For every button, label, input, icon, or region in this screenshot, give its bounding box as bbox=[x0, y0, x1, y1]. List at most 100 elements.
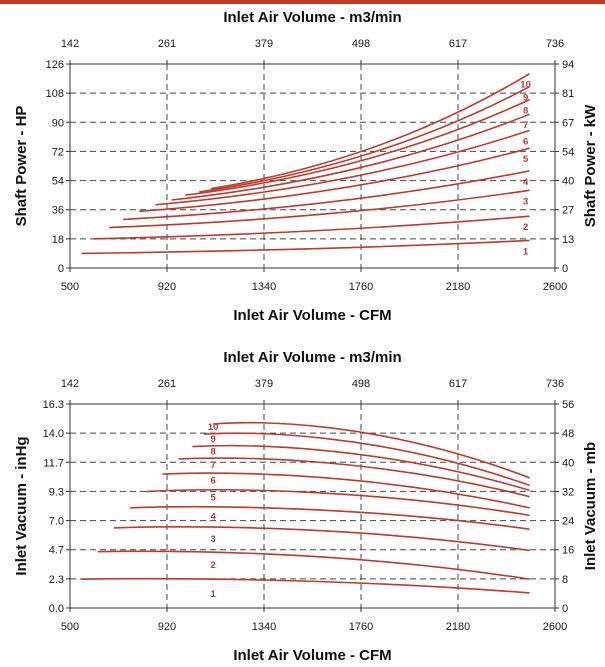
top-axis-tick-label: 617 bbox=[449, 38, 467, 50]
x-tick-label: 1340 bbox=[252, 281, 276, 293]
top-axis-tick-label: 379 bbox=[255, 38, 273, 50]
chart-2: 5001429202611340379176049821806172600736… bbox=[13, 349, 599, 664]
series-line-4 bbox=[130, 506, 530, 530]
y2-tick-label: 54 bbox=[562, 146, 574, 158]
series-line-8 bbox=[185, 98, 530, 196]
y2-tick-label: 0 bbox=[562, 603, 568, 615]
series-label-5: 5 bbox=[523, 154, 529, 165]
series-line-6 bbox=[162, 472, 530, 509]
y-tick-label: 126 bbox=[46, 59, 64, 71]
series-line-5 bbox=[146, 489, 530, 517]
series-label-5: 5 bbox=[211, 493, 217, 504]
y-tick-label: 11.7 bbox=[43, 457, 64, 469]
y2-tick-label: 13 bbox=[562, 234, 574, 246]
top-axis-tick-label: 379 bbox=[255, 378, 273, 390]
series-line-6 bbox=[155, 129, 530, 206]
top-axis-tick-label: 498 bbox=[352, 38, 370, 50]
y-tick-label: 0.0 bbox=[49, 603, 64, 615]
y-tick-label: 14.0 bbox=[43, 428, 64, 440]
y-tick-label: 0 bbox=[58, 263, 64, 275]
y2-axis-title: Shaft Power - kW bbox=[582, 104, 599, 227]
x-tick-label: 500 bbox=[61, 621, 79, 633]
series-label-6: 6 bbox=[211, 476, 216, 487]
y2-tick-label: 94 bbox=[562, 59, 574, 71]
series-label-8: 8 bbox=[523, 106, 528, 117]
x-tick-label: 2600 bbox=[543, 621, 567, 633]
y2-tick-label: 48 bbox=[562, 428, 574, 440]
series-label-6: 6 bbox=[523, 136, 528, 147]
top-axis-tick-label: 142 bbox=[61, 38, 79, 50]
series-label-1: 1 bbox=[523, 246, 529, 257]
y2-axis-title: Inlet Vacuum - mb bbox=[582, 442, 599, 570]
y2-tick-label: 40 bbox=[562, 176, 574, 188]
y-tick-label: 9.3 bbox=[49, 486, 64, 498]
series-label-7: 7 bbox=[523, 120, 528, 131]
series-label-10: 10 bbox=[208, 422, 219, 433]
series-line-2 bbox=[93, 215, 530, 240]
series-label-3: 3 bbox=[211, 534, 216, 545]
top-color-band bbox=[0, 0, 605, 4]
series-label-1: 1 bbox=[211, 589, 217, 600]
x-tick-label: 2180 bbox=[446, 281, 470, 293]
y-tick-label: 18 bbox=[52, 234, 64, 246]
series-line-8 bbox=[192, 444, 530, 492]
x-tick-label: 920 bbox=[158, 281, 176, 293]
y-tick-label: 4.7 bbox=[49, 545, 64, 557]
y2-tick-label: 8 bbox=[562, 574, 568, 586]
series-label-9: 9 bbox=[523, 93, 528, 104]
top-axis-tick-label: 261 bbox=[158, 38, 176, 50]
x-tick-label: 1760 bbox=[349, 281, 373, 293]
series-line-3 bbox=[109, 189, 530, 229]
top-axis-tick-label: 617 bbox=[449, 378, 467, 390]
series-label-2: 2 bbox=[211, 560, 216, 571]
series-label-10: 10 bbox=[520, 80, 531, 91]
top-axis-title: Inlet Air Volume - m3/min bbox=[223, 9, 401, 26]
y2-tick-label: 81 bbox=[562, 88, 574, 100]
x-tick-label: 500 bbox=[61, 281, 79, 293]
series-line-4 bbox=[123, 170, 530, 221]
series-line-7 bbox=[178, 457, 530, 498]
y-tick-label: 7.0 bbox=[49, 516, 64, 528]
y2-tick-label: 24 bbox=[562, 516, 574, 528]
x-tick-label: 1760 bbox=[349, 621, 373, 633]
series-line-3 bbox=[113, 526, 530, 552]
series-label-7: 7 bbox=[211, 460, 216, 471]
y2-tick-label: 0 bbox=[562, 263, 568, 275]
series-line-10 bbox=[210, 73, 531, 190]
y-axis-title: Inlet Vacuum - inHg bbox=[13, 436, 30, 575]
y2-tick-label: 56 bbox=[562, 399, 574, 411]
y-tick-label: 2.3 bbox=[49, 574, 64, 586]
x-axis-title: Inlet Air Volume - CFM bbox=[233, 307, 391, 324]
y-tick-label: 36 bbox=[52, 205, 64, 217]
y-tick-label: 54 bbox=[52, 176, 64, 188]
y-axis-title: Shaft Power - HP bbox=[13, 106, 30, 227]
series-line-2 bbox=[97, 550, 530, 581]
series-label-9: 9 bbox=[211, 434, 216, 445]
x-tick-label: 2600 bbox=[543, 281, 567, 293]
series-label-8: 8 bbox=[211, 446, 216, 457]
top-axis-tick-label: 261 bbox=[158, 378, 176, 390]
y2-tick-label: 16 bbox=[562, 545, 574, 557]
y2-tick-label: 40 bbox=[562, 457, 574, 469]
series-label-4: 4 bbox=[523, 177, 529, 188]
series-label-2: 2 bbox=[523, 222, 528, 233]
y-tick-label: 90 bbox=[52, 117, 64, 129]
series-line-1 bbox=[81, 577, 530, 594]
series-line-1 bbox=[81, 239, 530, 255]
plot-frame bbox=[69, 403, 556, 609]
top-axis-tick-label: 142 bbox=[61, 378, 79, 390]
y2-tick-label: 67 bbox=[562, 117, 574, 129]
series-line-5 bbox=[139, 147, 530, 213]
x-axis-title: Inlet Air Volume - CFM bbox=[233, 647, 391, 664]
y-tick-label: 72 bbox=[52, 146, 64, 158]
y-tick-label: 16.3 bbox=[43, 399, 64, 411]
series-line-9 bbox=[199, 85, 530, 193]
plot-frame bbox=[69, 63, 556, 269]
y2-tick-label: 27 bbox=[562, 205, 574, 217]
x-tick-label: 920 bbox=[158, 621, 176, 633]
chart-1: 5001429202611340379176049821806172600736… bbox=[13, 9, 599, 324]
series-line-10 bbox=[213, 421, 530, 479]
top-axis-tick-label: 736 bbox=[546, 38, 564, 50]
series-line-7 bbox=[171, 113, 530, 201]
